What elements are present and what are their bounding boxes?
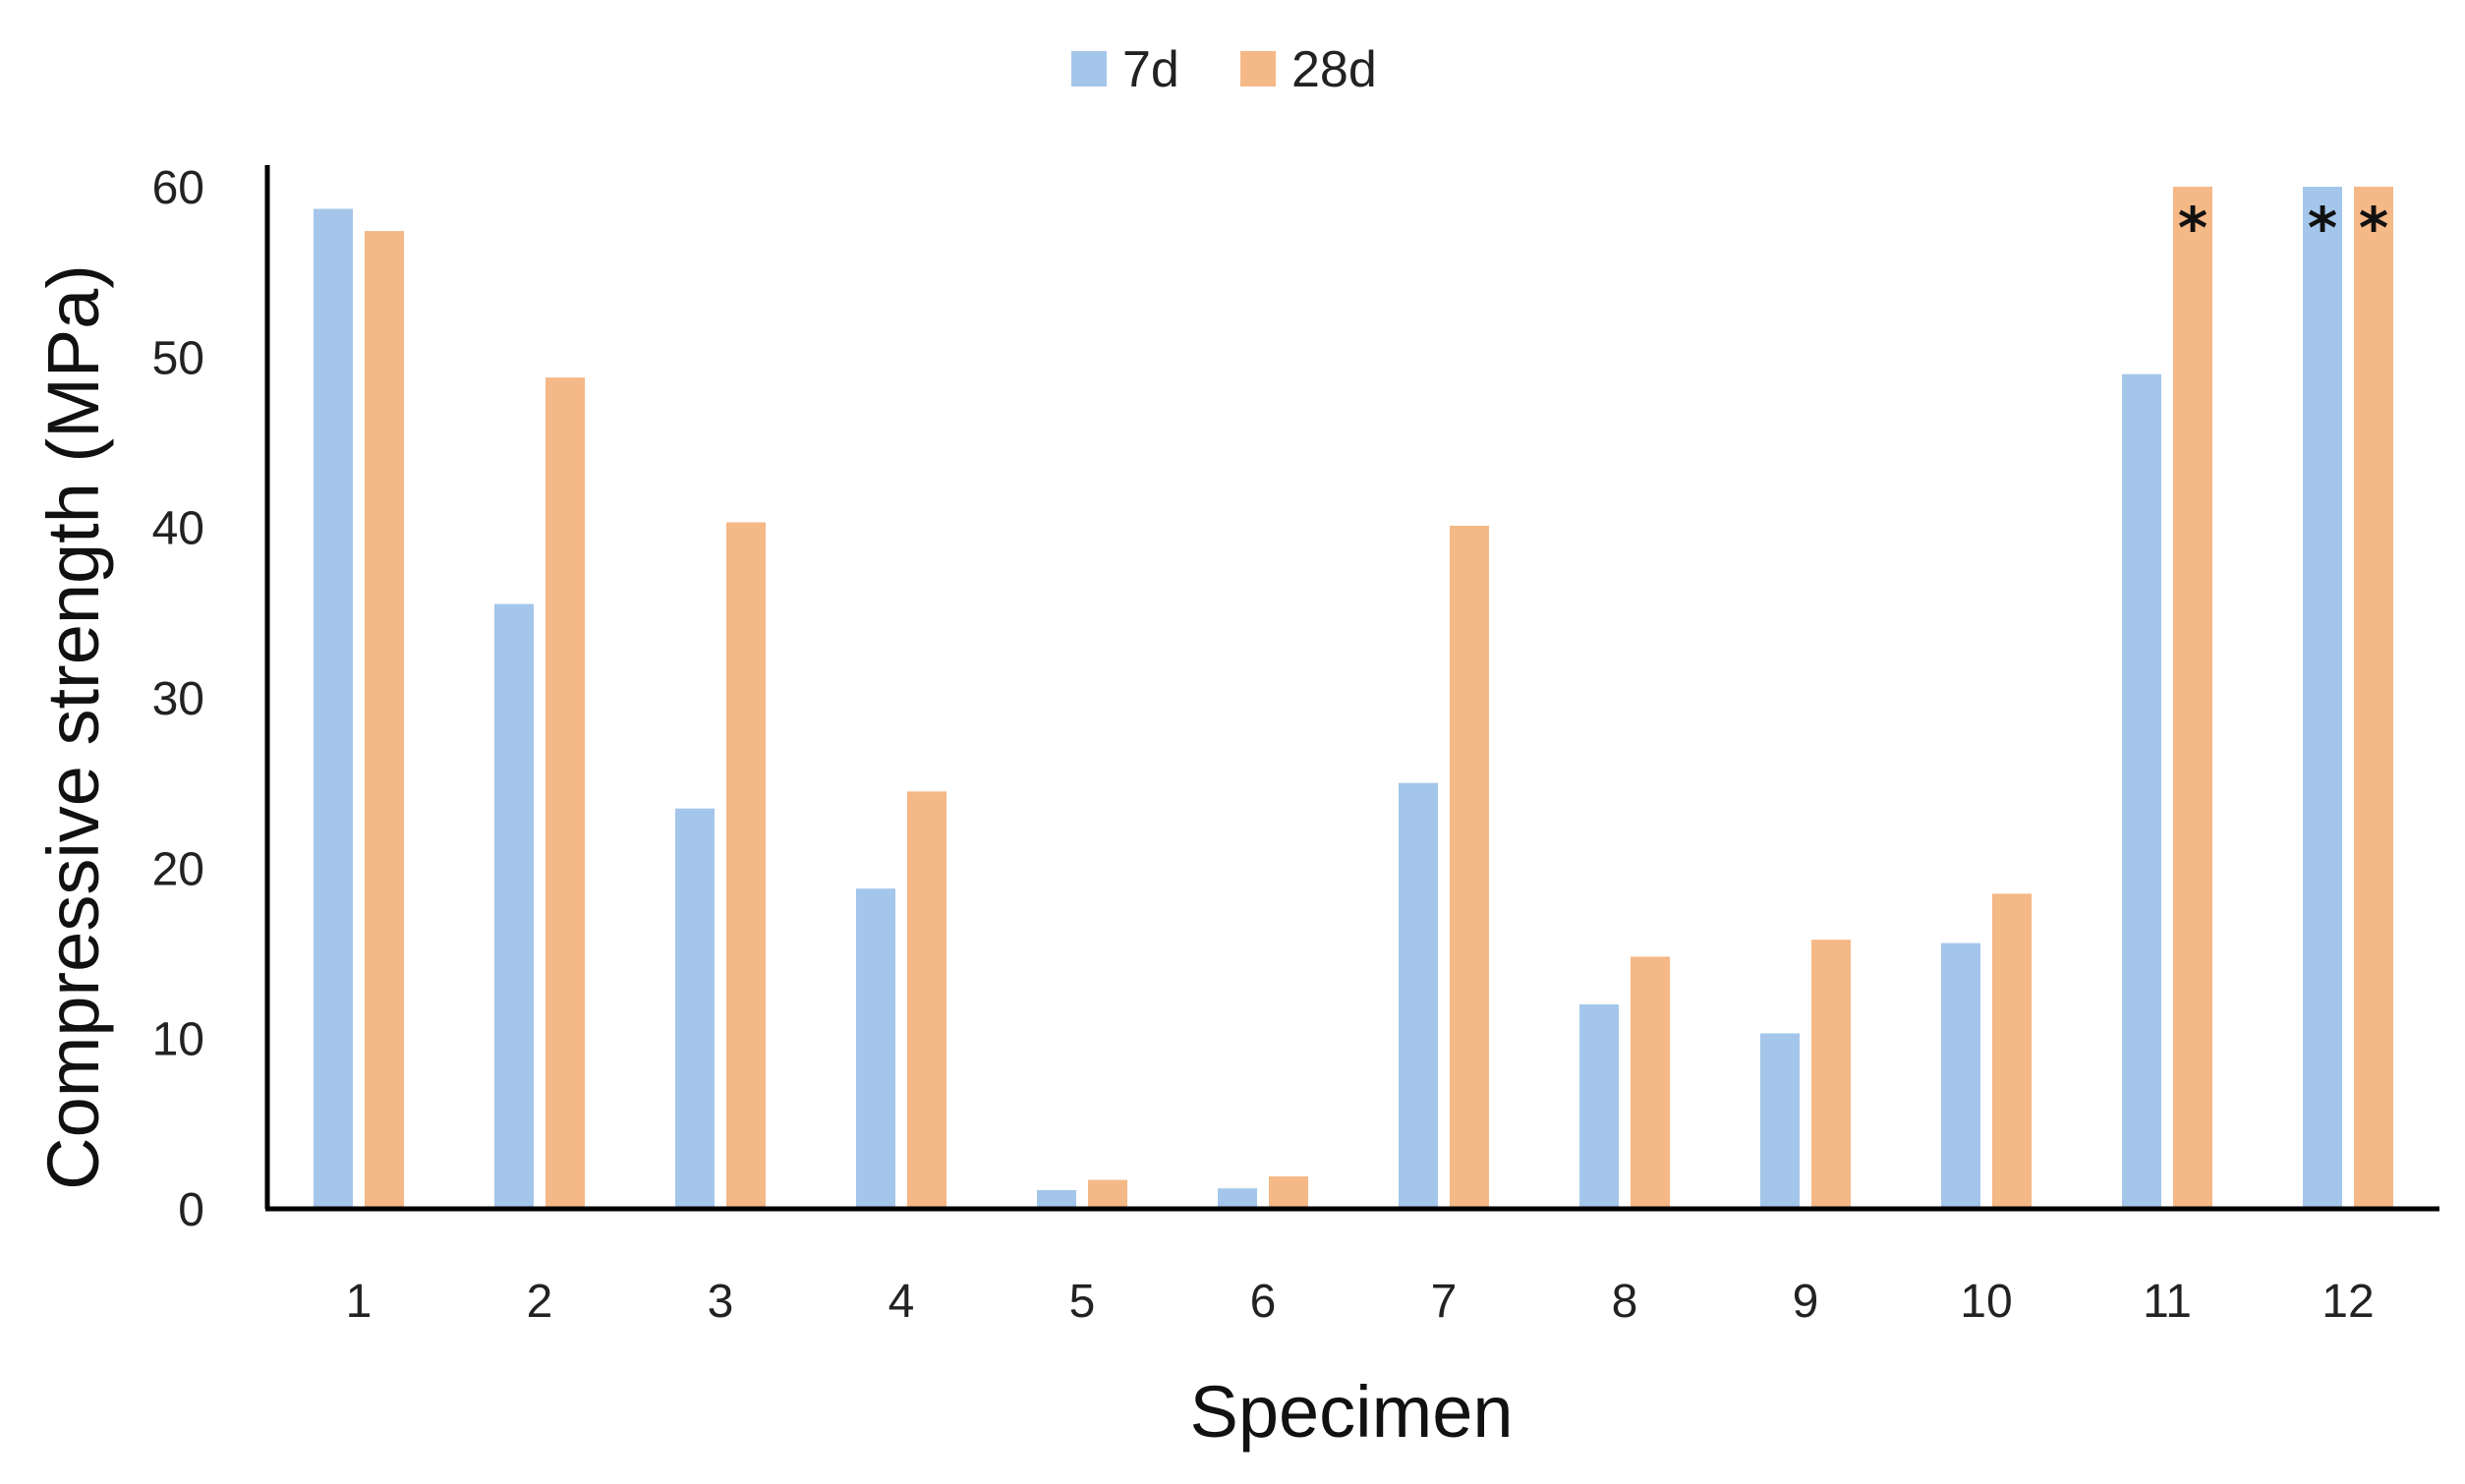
legend: 7d 28d xyxy=(1071,41,1377,98)
bar-7d-specimen-7 xyxy=(1399,782,1438,1209)
bar-28d-specimen-12 xyxy=(2354,187,2393,1209)
y-tick-label: 0 xyxy=(178,1184,204,1236)
x-tick-labels: 1 2 3 4 5 6 7 8 9 10 11 12 xyxy=(346,1276,2375,1328)
bar-7d-specimen-6 xyxy=(1218,1188,1257,1209)
bar-7d-specimen-3 xyxy=(675,808,715,1209)
x-tick-label: 5 xyxy=(1069,1276,1096,1328)
x-tick-label: 8 xyxy=(1612,1276,1638,1328)
bar-28d-specimen-9 xyxy=(1811,940,1851,1209)
y-tick-label: 20 xyxy=(152,843,204,895)
bar-7d-specimen-5 xyxy=(1037,1189,1076,1209)
bar-28d-specimen-1 xyxy=(365,231,404,1210)
bar-28d-specimen-3 xyxy=(726,522,766,1209)
y-tick-label: 50 xyxy=(152,332,204,384)
legend-label-28d: 28d xyxy=(1291,41,1377,98)
y-tick-label: 30 xyxy=(152,673,204,725)
x-tick-label: 3 xyxy=(708,1276,734,1328)
x-tick-label: 2 xyxy=(527,1276,553,1328)
y-tick-label: 10 xyxy=(152,1014,204,1066)
bar-28d-specimen-11 xyxy=(2173,187,2212,1209)
bar-annotation-asterisk: * xyxy=(2178,195,2207,261)
x-tick-label: 9 xyxy=(1793,1276,1819,1328)
bar-7d-specimen-9 xyxy=(1760,1033,1800,1209)
bar-28d-specimen-10 xyxy=(1992,893,2032,1209)
bar-28d-specimen-8 xyxy=(1631,956,1670,1209)
axes-group xyxy=(264,165,2439,1212)
bar-7d-specimen-11 xyxy=(2122,373,2161,1210)
y-tick-labels: 0 10 20 30 40 50 60 xyxy=(152,162,204,1236)
bars-group: * * * xyxy=(314,187,2393,1210)
bar-7d-specimen-8 xyxy=(1579,1004,1619,1209)
bar-7d-specimen-1 xyxy=(314,208,353,1210)
bar-28d-specimen-5 xyxy=(1088,1179,1127,1209)
bar-7d-specimen-2 xyxy=(494,603,534,1209)
bar-28d-specimen-4 xyxy=(907,791,946,1209)
bar-annotation-asterisk: * xyxy=(2359,195,2388,261)
x-tick-label: 4 xyxy=(889,1276,915,1328)
x-tick-label: 10 xyxy=(1960,1276,2012,1328)
legend-swatch-28d xyxy=(1240,51,1276,86)
y-tick-label: 40 xyxy=(152,503,204,555)
bar-7d-specimen-4 xyxy=(856,888,895,1209)
x-tick-label: 6 xyxy=(1250,1276,1277,1328)
y-axis-title: Compressive strength (MPa) xyxy=(32,264,114,1190)
x-tick-label: 7 xyxy=(1431,1276,1458,1328)
bar-7d-specimen-12 xyxy=(2303,187,2342,1209)
x-tick-label: 11 xyxy=(2143,1276,2192,1328)
x-tick-label: 12 xyxy=(2322,1276,2374,1328)
bar-28d-specimen-6 xyxy=(1269,1176,1308,1209)
bar-annotation-asterisk: * xyxy=(2308,195,2337,261)
bar-7d-specimen-10 xyxy=(1941,942,1980,1209)
legend-swatch-7d xyxy=(1071,51,1107,86)
x-axis-title: Specimen xyxy=(1189,1371,1513,1453)
x-tick-label: 1 xyxy=(346,1276,373,1328)
bar-28d-specimen-2 xyxy=(545,377,585,1210)
legend-label-7d: 7d xyxy=(1122,41,1179,98)
bar-28d-specimen-7 xyxy=(1450,525,1489,1209)
y-tick-label: 60 xyxy=(152,162,204,214)
